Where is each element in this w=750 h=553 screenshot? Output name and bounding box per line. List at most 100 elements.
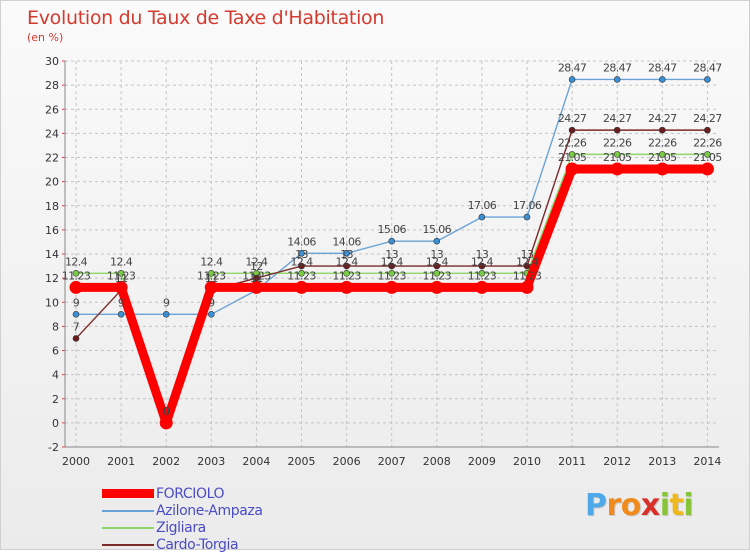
data-label-azilone-ampaza: 28.47 — [558, 61, 587, 74]
data-label-forciolo: 21.05 — [558, 151, 587, 164]
legend-label: FORCIOLO — [156, 485, 225, 502]
data-point-azilone-ampaza — [208, 311, 215, 318]
data-point-azilone-ampaza — [568, 76, 576, 83]
x-tick-label: 2011 — [558, 455, 586, 468]
data-point-cardo-torgia — [433, 262, 441, 270]
data-point-azilone-ampaza — [613, 76, 621, 83]
legend: FORCIOLO Azilone-Ampaza Zigliara Cardo-T… — [102, 485, 263, 553]
data-point-forciolo — [69, 280, 83, 294]
x-tick-label: 2013 — [648, 455, 676, 468]
data-point-forciolo — [114, 280, 128, 294]
data-point-cardo-torgia — [478, 262, 486, 270]
logo-letter: i — [659, 488, 670, 523]
x-tick-label: 2009 — [468, 455, 496, 468]
data-label-azilone-ampaza: 28.47 — [603, 61, 632, 74]
data-label-forciolo: 11.23 — [107, 269, 136, 282]
data-label-cardo-torgia: 13 — [521, 248, 534, 261]
x-tick-label: 2005 — [288, 455, 316, 468]
x-tick-label: 2008 — [423, 455, 451, 468]
data-label-azilone-ampaza: 17.06 — [468, 199, 497, 212]
legend-item-cardo-torgia[interactable]: Cardo-Torgia — [102, 536, 263, 553]
data-point-zigliara — [568, 151, 576, 158]
legend-item-zigliara[interactable]: Zigliara — [102, 519, 263, 536]
data-label-cardo-torgia: 24.27 — [693, 112, 722, 125]
data-label-zigliara: 12.4 — [200, 255, 223, 268]
data-point-azilone-ampaza — [658, 76, 666, 83]
data-label-azilone-ampaza: 14.06 — [287, 235, 316, 248]
data-point-zigliara — [658, 151, 666, 158]
proxiti-logo: Proxiti — [585, 488, 694, 523]
data-point-zigliara — [208, 269, 215, 277]
y-tick-label: 22 — [45, 152, 59, 165]
data-point-forciolo — [249, 280, 263, 294]
x-tick-label: 2010 — [513, 455, 541, 468]
data-label-zigliara: 12.4 — [245, 255, 268, 268]
x-tick-label: 2002 — [152, 455, 180, 468]
x-tick-label: 2006 — [333, 455, 361, 468]
logo-letter: o — [620, 488, 642, 523]
data-label-forciolo: 11.23 — [197, 269, 226, 282]
data-point-forciolo — [610, 162, 624, 176]
data-label-azilone-ampaza: 9 — [73, 296, 80, 309]
data-label-cardo-torgia: 11 — [115, 272, 128, 285]
data-label-forciolo: 11.23 — [377, 269, 406, 282]
data-label-cardo-torgia: 13 — [295, 248, 308, 261]
data-label-forciolo: 11.23 — [62, 269, 91, 282]
x-tick-label: 2001 — [107, 455, 135, 468]
data-label-cardo-torgia: 7 — [73, 320, 80, 333]
data-point-cardo-torgia — [72, 335, 80, 342]
legend-item-forciolo[interactable]: FORCIOLO — [102, 485, 263, 502]
logo-letter: i — [683, 488, 694, 523]
data-label-forciolo: 21.05 — [648, 151, 677, 164]
data-label-zigliara: 22.26 — [693, 136, 722, 149]
x-tick-label: 2004 — [242, 455, 270, 468]
data-point-zigliara — [613, 151, 621, 158]
logo-letter: r — [606, 488, 622, 523]
legend-item-azilone-ampaza[interactable]: Azilone-Ampaza — [102, 502, 263, 519]
data-point-forciolo — [520, 280, 534, 294]
y-tick-label: -2 — [48, 441, 59, 454]
chart-subtitle: (en %) — [27, 31, 64, 44]
data-label-azilone-ampaza: 9 — [163, 296, 170, 309]
chart-title: Evolution du Taux de Taxe d'Habitation — [27, 7, 385, 29]
y-tick-label: 26 — [45, 103, 59, 116]
data-label-cardo-torgia: 13 — [385, 248, 398, 261]
data-label-cardo-torgia: 24.27 — [558, 112, 587, 125]
data-label-azilone-ampaza: 17.06 — [513, 199, 542, 212]
data-label-zigliara: 12.4 — [110, 255, 133, 268]
data-point-cardo-torgia — [658, 126, 666, 134]
data-point-azilone-ampaza — [478, 213, 486, 221]
data-label-zigliara: 12.4 — [290, 255, 313, 268]
data-point-forciolo — [159, 416, 173, 430]
x-tick-label: 2007 — [378, 455, 406, 468]
data-point-azilone-ampaza — [72, 311, 80, 318]
legend-swatch — [102, 509, 154, 512]
data-point-zigliara — [478, 269, 486, 277]
data-point-azilone-ampaza — [523, 213, 531, 221]
data-point-zigliara — [343, 269, 350, 277]
data-point-cardo-torgia — [343, 262, 350, 270]
data-point-cardo-torgia — [298, 262, 305, 270]
data-label-azilone-ampaza: 15.06 — [423, 223, 452, 236]
data-point-azilone-ampaza — [704, 76, 711, 83]
data-point-azilone-ampaza — [298, 249, 305, 257]
data-label-azilone-ampaza: 9 — [118, 296, 125, 309]
data-label-forciolo: 11.23 — [242, 269, 271, 282]
legend-label: Azilone-Ampaza — [156, 502, 263, 519]
y-tick-label: 18 — [45, 200, 59, 213]
x-tick-label: 2000 — [62, 455, 90, 468]
legend-swatch — [102, 526, 154, 529]
data-point-zigliara — [72, 269, 80, 277]
y-tick-label: 0 — [52, 417, 59, 430]
data-point-forciolo — [385, 280, 399, 294]
legend-label: Zigliara — [156, 519, 206, 536]
data-label-forciolo: 21.05 — [693, 151, 722, 164]
data-label-forciolo: 11.23 — [423, 269, 452, 282]
data-label-azilone-ampaza: 9 — [208, 296, 215, 309]
data-point-cardo-torgia — [613, 126, 621, 134]
data-label-cardo-torgia: 13 — [475, 248, 488, 261]
y-tick-label: 8 — [52, 320, 59, 333]
data-point-azilone-ampaza — [343, 249, 350, 257]
